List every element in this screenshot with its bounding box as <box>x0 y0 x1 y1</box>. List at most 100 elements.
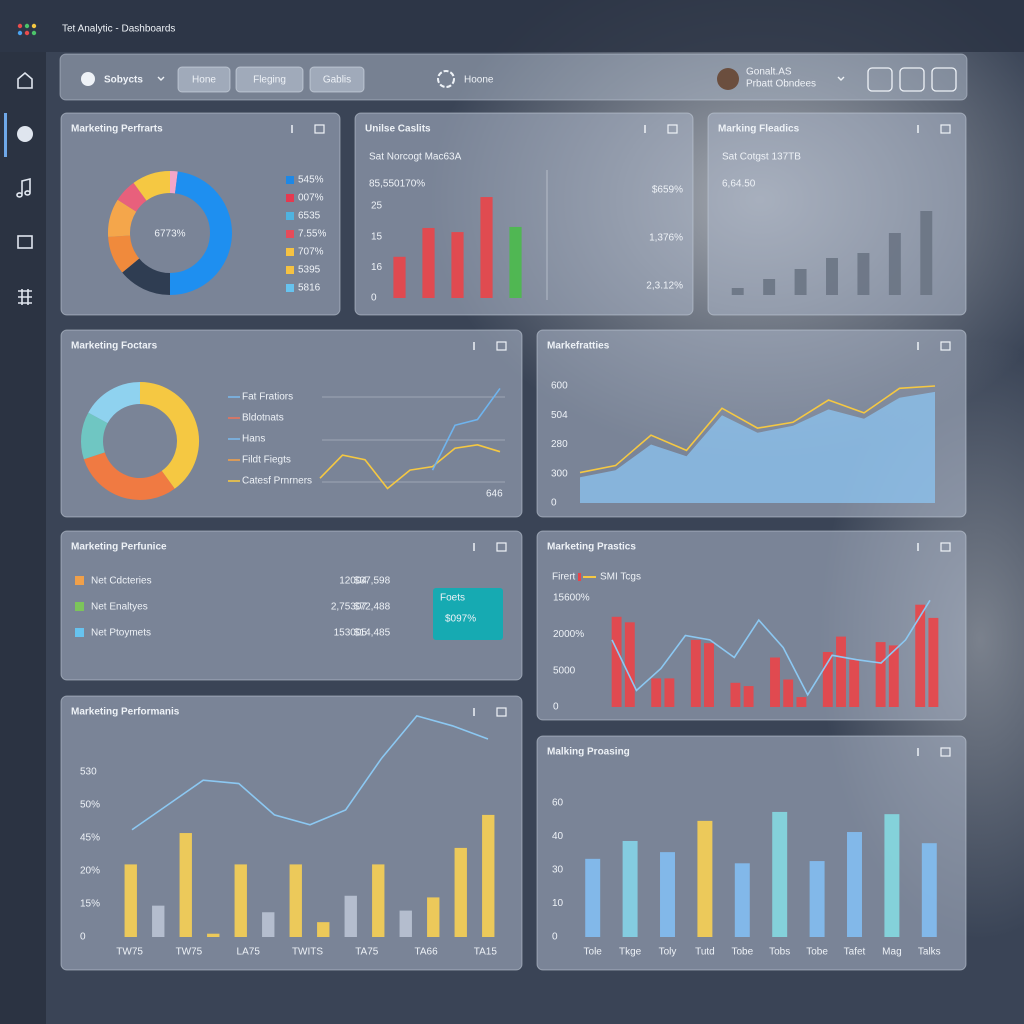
x-axis-label: Tobs <box>769 947 790 958</box>
active-indicator <box>4 113 7 157</box>
center-icon <box>437 70 455 88</box>
menu-icon[interactable] <box>81 72 95 86</box>
bar <box>690 639 701 707</box>
subtitle: Sat Norcogt Mac63A <box>369 152 462 163</box>
bar <box>624 622 635 707</box>
app-logo <box>17 23 37 36</box>
panel <box>60 530 523 681</box>
panel-menu[interactable] <box>940 542 951 552</box>
legend-label: Firert <box>552 572 576 583</box>
box-icon[interactable] <box>17 235 33 249</box>
donut-segment <box>122 258 171 295</box>
row-swatch <box>75 576 84 585</box>
y-axis-label: 0 <box>553 702 559 713</box>
tab-label[interactable]: Gablis <box>323 75 351 86</box>
row-label: Net Enaltyes <box>91 602 148 613</box>
x-axis-label: Mag <box>882 947 901 958</box>
panel-menu[interactable] <box>496 341 507 351</box>
bar <box>847 832 862 937</box>
tools-icon[interactable] <box>17 126 33 142</box>
y-axis-label: 30 <box>552 865 564 876</box>
panel <box>60 695 523 971</box>
x-axis-label: Talks <box>918 947 941 958</box>
bar <box>622 840 638 937</box>
bar <box>743 686 754 707</box>
panel-title: Unilse Caslits <box>365 124 431 135</box>
bar <box>660 852 675 937</box>
bar <box>809 861 825 937</box>
headline: 85,550170% <box>369 179 425 190</box>
legend-label: 5395 <box>298 265 321 276</box>
panel-title: Malking Proasing <box>547 747 630 758</box>
bar <box>427 897 440 937</box>
line <box>611 599 931 697</box>
tab[interactable] <box>177 66 231 93</box>
stat-value: $659% <box>652 185 683 196</box>
panel-menu[interactable] <box>940 341 951 351</box>
avatar[interactable] <box>717 68 739 90</box>
y-axis-label: 16 <box>371 262 383 273</box>
y-axis-label: 530 <box>80 767 97 778</box>
legend-label: 5816 <box>298 283 321 294</box>
panel-menu[interactable] <box>314 124 325 134</box>
x-axis-label: Tole <box>584 947 603 958</box>
y-axis-label: 20% <box>80 866 100 877</box>
toolbar-button[interactable] <box>899 67 925 92</box>
panel-menu[interactable] <box>496 542 507 552</box>
bar <box>796 697 807 707</box>
bar <box>399 910 412 937</box>
bar <box>207 933 220 937</box>
legend-label: 6535 <box>298 211 321 222</box>
bar <box>317 922 330 937</box>
legend-label: 707% <box>298 247 324 258</box>
bar <box>884 814 900 937</box>
x-axis-label: Tkge <box>619 947 642 958</box>
bar <box>794 269 807 295</box>
legend-swatch <box>286 266 294 274</box>
panel-menu[interactable] <box>496 707 507 717</box>
panel-menu[interactable] <box>940 124 951 134</box>
bar <box>915 604 926 707</box>
tab-label[interactable]: Fleging <box>253 75 286 86</box>
tab[interactable] <box>235 66 304 93</box>
row-count: 153005 <box>334 628 368 639</box>
bar <box>179 833 192 937</box>
bar <box>585 858 601 937</box>
stat-value: 2,3.12% <box>646 281 683 292</box>
bar <box>611 616 622 707</box>
bar <box>704 643 714 707</box>
chevron <box>157 76 165 81</box>
area <box>580 391 935 503</box>
bar <box>234 864 247 937</box>
home-icon[interactable] <box>17 71 33 89</box>
bar <box>422 227 435 298</box>
bar <box>734 863 750 937</box>
toolbar-button[interactable] <box>931 67 957 92</box>
x-axis-label: TA15 <box>474 947 498 958</box>
subtitle: Sat Cotgst 137TB <box>722 152 801 163</box>
grid-icon[interactable] <box>18 289 32 305</box>
panel-menu[interactable] <box>940 747 951 757</box>
bar <box>731 288 744 295</box>
menu-label[interactable]: Sobycts <box>104 75 143 86</box>
bar <box>152 905 165 937</box>
toolbar-button[interactable] <box>867 67 893 92</box>
y-axis-label: 0 <box>552 932 558 943</box>
x-axis-label: Tutd <box>695 947 715 958</box>
bar <box>888 645 899 707</box>
tab[interactable] <box>309 66 365 93</box>
tab-label[interactable]: Hone <box>192 75 216 86</box>
music-icon[interactable] <box>16 177 31 198</box>
legend-label: 7.55% <box>298 229 326 240</box>
y-axis-label: 0 <box>551 498 557 509</box>
legend-label: Fat Fratiors <box>242 392 293 403</box>
bar <box>393 256 406 298</box>
panel-menu[interactable] <box>667 124 678 134</box>
y-axis-label: 280 <box>551 439 568 450</box>
x-axis-label: TA75 <box>355 947 379 958</box>
line <box>131 714 489 831</box>
bar <box>888 233 901 295</box>
bar <box>124 864 137 937</box>
user-role: Prbatt Obndees <box>746 79 816 90</box>
panel-title: Marketing Perfunice <box>71 542 167 553</box>
